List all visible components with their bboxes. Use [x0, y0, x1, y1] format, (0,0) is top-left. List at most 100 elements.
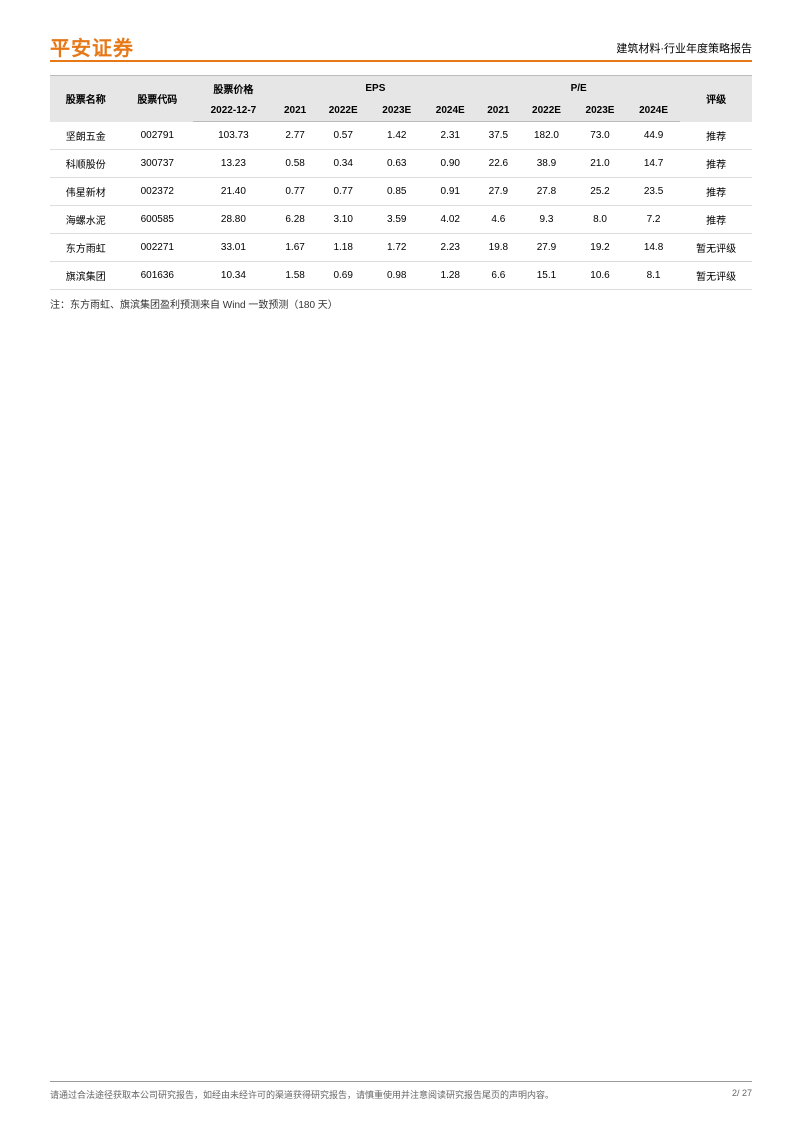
table-cell: 0.69 [316, 261, 370, 289]
col-rating: 评级 [680, 76, 752, 122]
header-divider [50, 60, 752, 62]
table-cell: 002791 [122, 122, 194, 150]
table-cell: 38.9 [520, 149, 574, 177]
table-cell: 10.6 [573, 261, 627, 289]
table-row: 坚朗五金002791103.732.770.571.422.3137.5182.… [50, 122, 752, 150]
table-cell: 4.6 [477, 205, 520, 233]
table-row: 海螺水泥60058528.806.283.103.594.024.69.38.0… [50, 205, 752, 233]
table-cell: 22.6 [477, 149, 520, 177]
table-cell: 2.23 [424, 233, 478, 261]
table-cell: 27.8 [520, 177, 574, 205]
table-cell: 1.67 [274, 233, 317, 261]
table-cell: 暂无评级 [680, 261, 752, 289]
table-cell: 28.80 [193, 205, 274, 233]
col-eps-2023e: 2023E [370, 101, 424, 122]
table-cell: 19.2 [573, 233, 627, 261]
col-pe-2022e: 2022E [520, 101, 574, 122]
table-cell: 2.31 [424, 122, 478, 150]
footer-disclaimer: 请通过合法途径获取本公司研究报告，如经由未经许可的渠道获得研究报告，请慎重使用并… [50, 1088, 554, 1101]
table-cell: 东方雨虹 [50, 233, 122, 261]
table-cell: 600585 [122, 205, 194, 233]
col-pe-2023e: 2023E [573, 101, 627, 122]
table-header-row-1: 股票名称 股票代码 股票价格 EPS P/E 评级 [50, 76, 752, 102]
table-cell: 旗滨集团 [50, 261, 122, 289]
table-cell: 0.98 [370, 261, 424, 289]
table-cell: 3.10 [316, 205, 370, 233]
table-cell: 1.72 [370, 233, 424, 261]
company-logo-text: 平安证券 [50, 32, 134, 61]
table-cell: 8.0 [573, 205, 627, 233]
table-cell: 37.5 [477, 122, 520, 150]
col-stock-code: 股票代码 [122, 76, 194, 122]
table-cell: 1.58 [274, 261, 317, 289]
table-cell: 9.3 [520, 205, 574, 233]
table-cell: 0.57 [316, 122, 370, 150]
table-cell: 300737 [122, 149, 194, 177]
table-cell: 0.90 [424, 149, 478, 177]
table-cell: 002271 [122, 233, 194, 261]
col-pe-2024e: 2024E [627, 101, 681, 122]
table-cell: 1.42 [370, 122, 424, 150]
table-cell: 推荐 [680, 205, 752, 233]
table-cell: 14.7 [627, 149, 681, 177]
table-cell: 6.28 [274, 205, 317, 233]
table-row: 东方雨虹00227133.011.671.181.722.2319.827.91… [50, 233, 752, 261]
table-cell: 暂无评级 [680, 233, 752, 261]
col-eps-2022e: 2022E [316, 101, 370, 122]
page-number: 2/ 27 [732, 1088, 752, 1101]
table-row: 旗滨集团60163610.341.580.690.981.286.615.110… [50, 261, 752, 289]
table-row: 伟星新材00237221.400.770.770.850.9127.927.82… [50, 177, 752, 205]
table-cell: 27.9 [477, 177, 520, 205]
table-cell: 0.58 [274, 149, 317, 177]
table-header: 股票名称 股票代码 股票价格 EPS P/E 评级 2022-12-7 2021… [50, 76, 752, 122]
table-cell: 推荐 [680, 122, 752, 150]
table-cell: 0.63 [370, 149, 424, 177]
page-container: 平安证券 建筑材料·行业年度策略报告 股票名称 股票代码 股票价格 EPS P/… [0, 0, 802, 1133]
col-eps-2024e: 2024E [424, 101, 478, 122]
table-cell: 0.85 [370, 177, 424, 205]
data-table-container: 股票名称 股票代码 股票价格 EPS P/E 评级 2022-12-7 2021… [50, 75, 752, 311]
table-cell: 海螺水泥 [50, 205, 122, 233]
table-cell: 21.40 [193, 177, 274, 205]
table-cell: 601636 [122, 261, 194, 289]
table-cell: 推荐 [680, 149, 752, 177]
table-cell: 13.23 [193, 149, 274, 177]
table-cell: 27.9 [520, 233, 574, 261]
stock-table: 股票名称 股票代码 股票价格 EPS P/E 评级 2022-12-7 2021… [50, 75, 752, 290]
footer-text-row: 请通过合法途径获取本公司研究报告，如经由未经许可的渠道获得研究报告，请慎重使用并… [50, 1088, 752, 1101]
table-cell: 10.34 [193, 261, 274, 289]
table-cell: 25.2 [573, 177, 627, 205]
footer-divider [50, 1081, 752, 1082]
table-cell: 182.0 [520, 122, 574, 150]
table-cell: 33.01 [193, 233, 274, 261]
col-price-date: 2022-12-7 [193, 101, 274, 122]
table-cell: 14.8 [627, 233, 681, 261]
table-body: 坚朗五金002791103.732.770.571.422.3137.5182.… [50, 122, 752, 290]
col-stock-name: 股票名称 [50, 76, 122, 122]
col-eps: EPS [274, 76, 477, 102]
table-cell: 7.2 [627, 205, 681, 233]
table-cell: 科顺股份 [50, 149, 122, 177]
table-cell: 15.1 [520, 261, 574, 289]
page-footer: 请通过合法途径获取本公司研究报告，如经由未经许可的渠道获得研究报告，请慎重使用并… [50, 1081, 752, 1101]
table-cell: 8.1 [627, 261, 681, 289]
table-cell: 推荐 [680, 177, 752, 205]
document-title: 建筑材料·行业年度策略报告 [616, 40, 752, 56]
table-cell: 0.77 [316, 177, 370, 205]
table-cell: 0.77 [274, 177, 317, 205]
table-cell: 23.5 [627, 177, 681, 205]
table-cell: 伟星新材 [50, 177, 122, 205]
table-cell: 1.18 [316, 233, 370, 261]
col-pe-2021: 2021 [477, 101, 520, 122]
table-cell: 44.9 [627, 122, 681, 150]
table-note: 注：东方雨虹、旗滨集团盈利预测来自 Wind 一致预测（180 天） [50, 296, 752, 311]
table-cell: 3.59 [370, 205, 424, 233]
table-cell: 103.73 [193, 122, 274, 150]
table-cell: 4.02 [424, 205, 478, 233]
table-cell: 73.0 [573, 122, 627, 150]
col-pe: P/E [477, 76, 680, 102]
table-row: 科顺股份30073713.230.580.340.630.9022.638.92… [50, 149, 752, 177]
col-price: 股票价格 [193, 76, 274, 102]
col-eps-2021: 2021 [274, 101, 317, 122]
table-cell: 21.0 [573, 149, 627, 177]
